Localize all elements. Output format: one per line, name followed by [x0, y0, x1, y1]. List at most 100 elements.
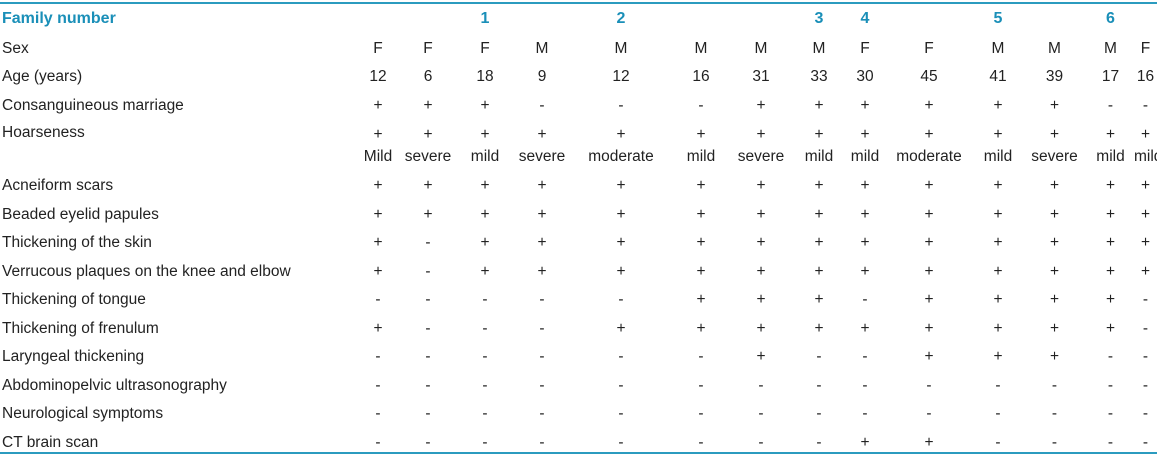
- hoarseness-cell: + moderate: [884, 120, 974, 172]
- hoarseness-severity: severe: [1031, 147, 1078, 165]
- header-spacer: [1134, 4, 1157, 34]
- cell-value: +: [696, 262, 706, 280]
- hoarseness-cell: + moderate: [570, 120, 672, 172]
- hoarseness-severity: moderate: [896, 147, 962, 165]
- family-number-5: 5: [993, 10, 1003, 28]
- cell-value: +: [814, 177, 824, 194]
- row-consanguineous-marriage: Consanguineous marriage + + + - - - + + + + + + - -: [0, 91, 1157, 120]
- cell-value: +: [993, 348, 1003, 365]
- header-spacer: [1022, 4, 1087, 34]
- cell-value: 16: [692, 68, 710, 85]
- row-age-years: Age (years) 12 6 18 9 12 16 31 33 30 45 41 39 17 16: [0, 63, 1157, 92]
- hoarseness-presence: +: [756, 125, 766, 143]
- cell-value: -: [1142, 405, 1149, 422]
- row-thickening-of-tongue: Thickening of tongue - - - - - + + + - + + + + -: [0, 286, 1157, 315]
- row-hoarseness: Hoarseness + Mild + severe + mild + severe + moder…: [0, 120, 1157, 172]
- family-number-6: 6: [1106, 10, 1115, 28]
- cell-value: -: [1142, 376, 1149, 394]
- row-label: Acneiform scars: [2, 177, 114, 194]
- cell-value: M: [1048, 39, 1061, 57]
- header-spacer: [884, 4, 974, 34]
- cell-value: +: [756, 177, 766, 194]
- cell-value: +: [860, 319, 870, 337]
- cell-value: +: [860, 433, 870, 451]
- cell-value: +: [924, 348, 934, 365]
- cell-value: -: [995, 376, 1001, 394]
- hoarseness-severity: mild: [470, 147, 500, 165]
- cell-value: +: [924, 96, 934, 114]
- cell-value: +: [993, 319, 1003, 337]
- row-label: Neurological symptoms: [2, 405, 164, 422]
- hoarseness-presence: +: [1049, 125, 1060, 143]
- hoarseness-cell: + severe: [514, 120, 570, 172]
- cell-value: +: [1049, 348, 1060, 365]
- cell-value: 9: [537, 68, 547, 85]
- cell-value: -: [698, 433, 704, 451]
- family-number-3: 3: [814, 10, 824, 28]
- cell-value: +: [814, 96, 824, 114]
- cell-value: 45: [920, 68, 938, 85]
- cell-value: M: [812, 39, 826, 57]
- cell-value: 33: [810, 68, 828, 85]
- cell-value: +: [924, 319, 934, 337]
- cell-value: +: [756, 348, 766, 365]
- cell-value: -: [1142, 291, 1149, 308]
- cell-value: +: [696, 205, 706, 223]
- header-spacer: [672, 4, 792, 34]
- cell-value: +: [423, 205, 433, 223]
- cell-value: +: [924, 177, 934, 194]
- cell-value: 17: [1101, 68, 1120, 85]
- hoarseness-severity: mild: [1096, 147, 1125, 165]
- cell-value: +: [1105, 262, 1116, 280]
- hoarseness-cell: + mild: [974, 120, 1022, 172]
- row-label: Laryngeal thickening: [2, 348, 145, 365]
- cell-value: +: [924, 291, 934, 308]
- cell-value: -: [539, 96, 545, 114]
- cell-value: -: [425, 319, 431, 337]
- hoarseness-cell: + mild: [456, 120, 514, 172]
- cell-value: +: [814, 205, 824, 223]
- cell-value: -: [539, 319, 545, 337]
- cell-value: +: [860, 177, 870, 194]
- row-label: Beaded eyelid papules: [2, 205, 159, 223]
- cell-value: -: [862, 348, 868, 365]
- row-label: Thickening of tongue: [2, 291, 146, 308]
- cell-value: F: [480, 39, 490, 57]
- hoarseness-severity: moderate: [588, 147, 654, 165]
- cell-value: M: [754, 39, 768, 57]
- cell-value: +: [924, 433, 934, 451]
- cell-value: +: [1049, 234, 1060, 251]
- cell-value: -: [758, 405, 764, 422]
- cell-value: +: [814, 262, 824, 280]
- header-spacer: [514, 4, 570, 34]
- cell-value: -: [375, 348, 381, 365]
- hoarseness-presence: +: [423, 125, 433, 143]
- cell-value: -: [425, 433, 431, 451]
- cell-value: -: [862, 376, 868, 394]
- cell-value: F: [860, 39, 870, 57]
- cell-value: +: [1140, 262, 1151, 280]
- cell-value: +: [616, 177, 626, 194]
- hoarseness-presence: +: [1105, 125, 1116, 143]
- cell-value: +: [860, 262, 870, 280]
- cell-value: -: [816, 376, 822, 394]
- header-spacer: [356, 4, 456, 34]
- cell-value: +: [993, 177, 1003, 194]
- cell-value: +: [373, 177, 383, 194]
- cell-value: -: [1107, 376, 1114, 394]
- cell-value: 31: [752, 68, 770, 85]
- cell-value: +: [616, 205, 626, 223]
- cell-value: F: [924, 39, 934, 57]
- cell-value: +: [1049, 96, 1060, 114]
- hoarseness-severity: mild: [983, 147, 1013, 165]
- hoarseness-severity: severe: [737, 147, 785, 165]
- cell-value: +: [480, 177, 490, 194]
- hoarseness-presence: +: [696, 125, 706, 143]
- cell-value: -: [425, 262, 431, 280]
- family-number-label: Family number: [2, 10, 116, 28]
- cell-value: -: [758, 376, 764, 394]
- cell-value: -: [482, 319, 488, 337]
- cell-value: -: [862, 405, 868, 422]
- hoarseness-severity: mild: [1134, 147, 1157, 165]
